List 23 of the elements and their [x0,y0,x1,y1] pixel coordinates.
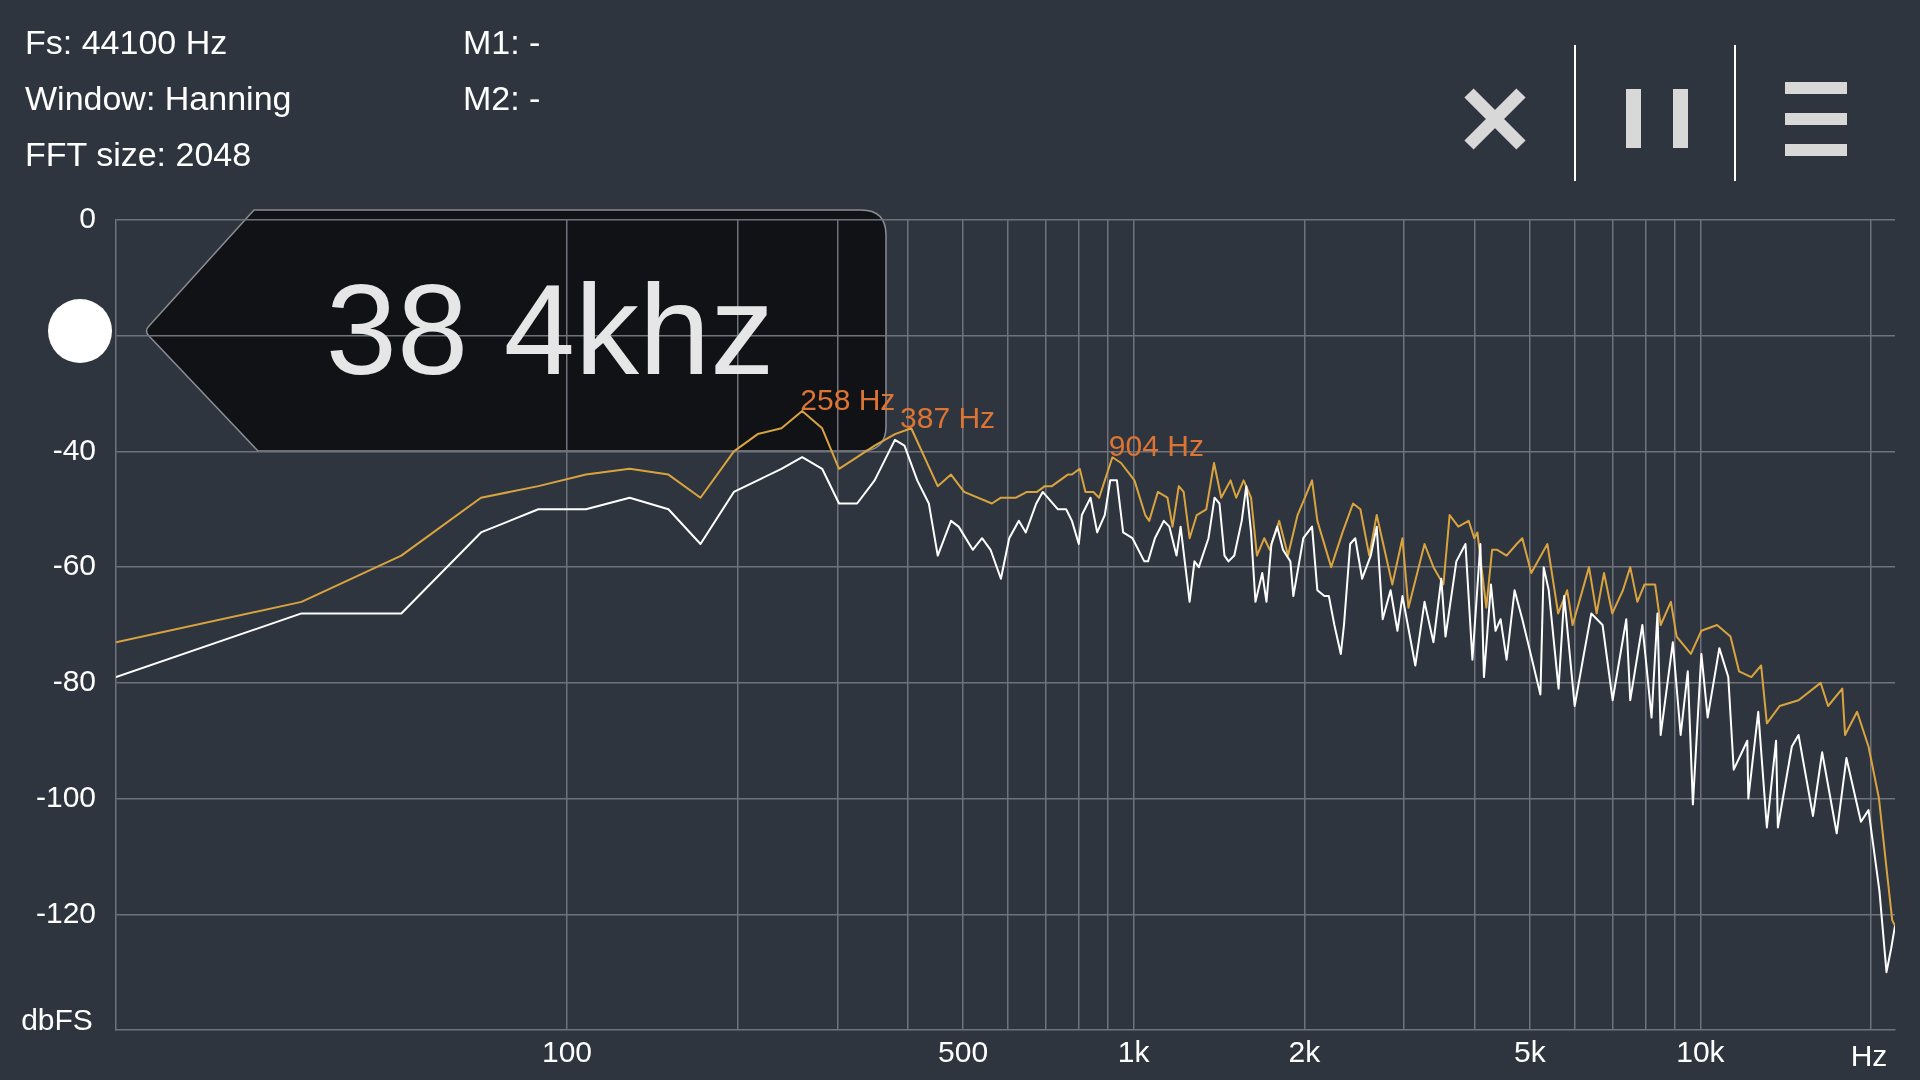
text: Fs: 44100 Hz [25,22,228,62]
y-tick-label: -60 [52,548,96,582]
annotation: 38 4khz [325,258,775,401]
x-tick-label: 10k [1676,1035,1726,1069]
y-tick-label: 0 [79,201,96,235]
x-tick-label: 1k [1117,1035,1151,1069]
x-tick-label: 100 [541,1035,593,1069]
annotation: 258 Hz [800,383,896,417]
x-tick-label: 500 [938,1035,989,1069]
y-tick-label: -100 [35,779,96,813]
y-tick-label: -120 [35,895,96,929]
text: FFT size: 2048 [25,134,252,174]
annotation: 904 Hz [1108,429,1204,463]
y-tick-label: -80 [52,664,96,698]
x-tick-label: 5k [1513,1035,1547,1069]
x-axis-title: Hz [1850,1039,1888,1073]
text: M1: - [463,22,541,62]
text: Window: Hanning [25,78,292,118]
y-axis-title: dbFS [21,1003,93,1037]
text: M2: - [463,78,541,118]
annotation: 387 Hz [900,400,996,434]
x-tick-label: 2k [1288,1035,1322,1069]
y-tick-label: -40 [52,432,96,466]
